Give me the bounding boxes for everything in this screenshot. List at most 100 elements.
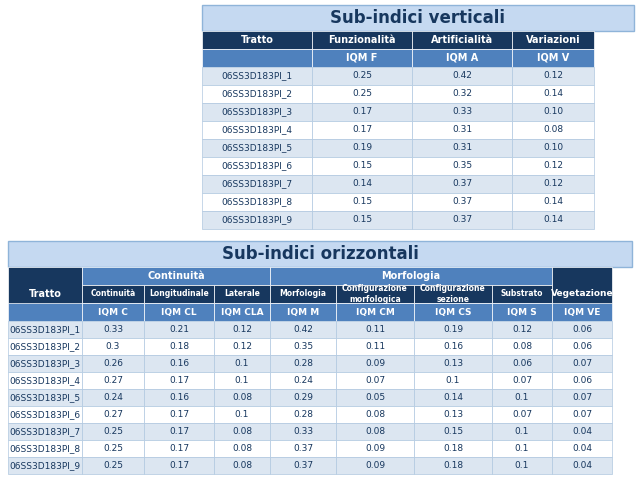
Text: 06SS3D183PI_9: 06SS3D183PI_9 xyxy=(221,216,292,225)
Text: 0.17: 0.17 xyxy=(352,125,372,134)
Bar xyxy=(82,423,144,440)
Bar xyxy=(492,440,552,457)
Bar xyxy=(512,67,594,85)
Text: 06SS3D183PI_1: 06SS3D183PI_1 xyxy=(10,325,81,334)
Text: 0.07: 0.07 xyxy=(512,376,532,385)
Bar xyxy=(214,321,270,338)
Bar xyxy=(82,389,144,406)
Text: 0.27: 0.27 xyxy=(103,410,123,419)
Text: IQM V: IQM V xyxy=(537,53,569,63)
Text: 0.08: 0.08 xyxy=(232,393,252,402)
Bar xyxy=(412,175,512,193)
Text: Continuità: Continuità xyxy=(147,271,205,281)
Bar xyxy=(270,321,336,338)
Bar xyxy=(414,338,492,355)
Bar xyxy=(312,31,412,49)
Text: 0.16: 0.16 xyxy=(169,393,189,402)
Bar xyxy=(336,406,414,423)
Text: Variazioni: Variazioni xyxy=(525,35,580,45)
Bar xyxy=(414,285,492,303)
Bar xyxy=(512,85,594,103)
Bar xyxy=(144,457,214,474)
Text: 0.1: 0.1 xyxy=(235,359,249,368)
Bar xyxy=(270,440,336,457)
Text: IQM M: IQM M xyxy=(287,308,319,316)
Bar xyxy=(512,121,594,139)
Bar xyxy=(414,389,492,406)
Text: 0.15: 0.15 xyxy=(352,216,372,225)
Bar xyxy=(8,389,82,406)
Text: 0.07: 0.07 xyxy=(572,393,592,402)
Text: 0.13: 0.13 xyxy=(443,410,463,419)
Bar xyxy=(412,31,512,49)
Text: Funzionalità: Funzionalità xyxy=(328,35,396,45)
Bar xyxy=(312,157,412,175)
Text: 0.1: 0.1 xyxy=(515,444,529,453)
Bar xyxy=(270,423,336,440)
Bar xyxy=(492,423,552,440)
Text: 0.12: 0.12 xyxy=(512,325,532,334)
Text: 0.08: 0.08 xyxy=(232,461,252,470)
Text: IQM CM: IQM CM xyxy=(356,308,394,316)
Text: 0.06: 0.06 xyxy=(572,342,592,351)
Bar xyxy=(8,303,82,321)
Text: 0.07: 0.07 xyxy=(572,410,592,419)
Text: Morfologia: Morfologia xyxy=(381,271,440,281)
Text: Morfologia: Morfologia xyxy=(280,289,326,299)
Bar xyxy=(312,85,412,103)
Bar xyxy=(414,303,492,321)
Bar xyxy=(214,355,270,372)
Text: IQM CS: IQM CS xyxy=(435,308,471,316)
Bar xyxy=(270,267,552,285)
Bar xyxy=(82,267,270,285)
Text: 0.14: 0.14 xyxy=(543,89,563,98)
Bar xyxy=(412,121,512,139)
Text: 0.06: 0.06 xyxy=(512,359,532,368)
Bar xyxy=(512,193,594,211)
Bar xyxy=(512,211,594,229)
Bar xyxy=(8,338,82,355)
Text: 0.15: 0.15 xyxy=(352,197,372,206)
Text: 0.42: 0.42 xyxy=(452,72,472,81)
Bar xyxy=(552,423,612,440)
Text: 0.07: 0.07 xyxy=(512,410,532,419)
Bar xyxy=(336,321,414,338)
Bar xyxy=(214,372,270,389)
Text: Sub-indici verticali: Sub-indici verticali xyxy=(330,9,506,27)
Text: 0.17: 0.17 xyxy=(352,108,372,117)
Text: 06SS3D183PI_4: 06SS3D183PI_4 xyxy=(10,376,81,385)
Text: 0.1: 0.1 xyxy=(515,393,529,402)
Text: 0.04: 0.04 xyxy=(572,444,592,453)
Bar xyxy=(312,193,412,211)
Bar xyxy=(8,355,82,372)
Text: Tratto: Tratto xyxy=(29,289,61,299)
Bar xyxy=(414,423,492,440)
Bar xyxy=(214,338,270,355)
Text: 0.12: 0.12 xyxy=(232,342,252,351)
Bar xyxy=(552,267,612,321)
Text: 0.15: 0.15 xyxy=(443,427,463,436)
Bar xyxy=(214,406,270,423)
Bar xyxy=(512,139,594,157)
Text: 0.31: 0.31 xyxy=(452,144,472,153)
Bar xyxy=(82,338,144,355)
Text: 0.17: 0.17 xyxy=(169,410,189,419)
Bar xyxy=(144,321,214,338)
Text: 0.14: 0.14 xyxy=(543,197,563,206)
Bar xyxy=(552,303,612,321)
Bar xyxy=(214,440,270,457)
Text: 0.14: 0.14 xyxy=(443,393,463,402)
Text: 0.12: 0.12 xyxy=(232,325,252,334)
Bar xyxy=(214,389,270,406)
Text: 0.08: 0.08 xyxy=(365,427,385,436)
Text: 0.28: 0.28 xyxy=(293,410,313,419)
Bar xyxy=(8,457,82,474)
Text: Sub-indici orizzontali: Sub-indici orizzontali xyxy=(221,245,419,263)
Text: 06SS3D183PI_5: 06SS3D183PI_5 xyxy=(10,393,81,402)
Text: 0.17: 0.17 xyxy=(169,461,189,470)
Bar xyxy=(492,355,552,372)
Text: 0.19: 0.19 xyxy=(443,325,463,334)
Bar xyxy=(82,285,144,303)
Bar xyxy=(8,267,82,321)
Bar xyxy=(82,457,144,474)
